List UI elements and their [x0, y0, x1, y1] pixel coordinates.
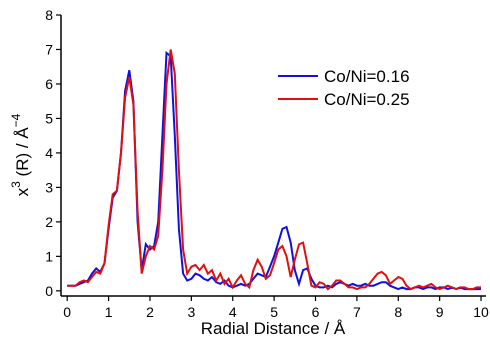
x-tick-label: 3 — [187, 304, 195, 320]
x-tick-label: 5 — [270, 304, 278, 320]
y-label-part: x — [13, 187, 32, 196]
y-tick-label: 6 — [45, 76, 53, 92]
y-tick-label: 3 — [45, 179, 53, 195]
x-tick-label: 2 — [146, 304, 154, 320]
series-line — [67, 50, 481, 291]
y-tick-label: 0 — [45, 283, 53, 299]
x-tick-label: 4 — [229, 304, 237, 320]
y-tick-label: 8 — [45, 7, 53, 23]
x-tick-label: 1 — [105, 304, 113, 320]
x-tick-label: 0 — [63, 304, 71, 320]
y-tick-label: 2 — [45, 214, 53, 230]
series-line — [67, 49, 481, 291]
y-tick-label: 1 — [45, 248, 53, 264]
y-tick-label: 7 — [45, 41, 53, 57]
y-label-part: (R) / Å — [13, 127, 32, 181]
legend-label: Co/Ni=0.25 — [324, 90, 410, 109]
x-axis-label: Radial Distance / Å — [201, 319, 346, 338]
x-tick-label: 9 — [436, 304, 444, 320]
y-axis-label: x3 (R) / Å−4 — [9, 113, 32, 196]
legend-label: Co/Ni=0.16 — [324, 67, 410, 86]
y-tick-label: 5 — [45, 110, 53, 126]
y-label-sup: 3 — [9, 181, 23, 188]
x-tick-label: 10 — [473, 304, 489, 320]
x-tick-label: 7 — [353, 304, 361, 320]
y-label-sup: −4 — [9, 113, 23, 127]
x-tick-label: 6 — [312, 304, 320, 320]
y-tick-label: 4 — [45, 145, 53, 161]
x-tick-label: 8 — [394, 304, 402, 320]
